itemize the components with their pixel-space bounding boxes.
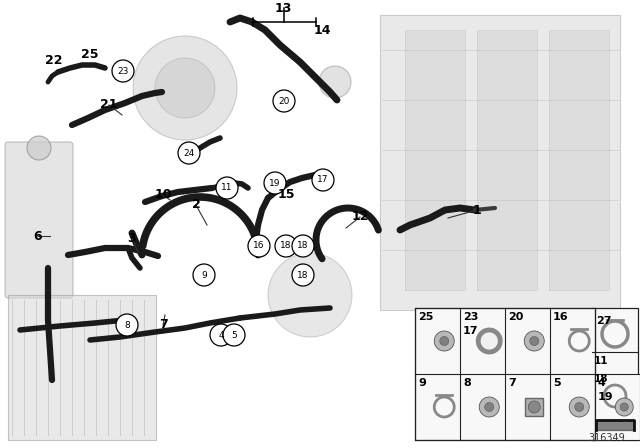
- Circle shape: [178, 142, 200, 164]
- Text: 316349: 316349: [588, 433, 625, 443]
- Text: 18: 18: [297, 271, 308, 280]
- Text: 1: 1: [472, 203, 481, 216]
- Circle shape: [479, 397, 499, 417]
- Circle shape: [264, 172, 286, 194]
- Polygon shape: [596, 420, 634, 430]
- Circle shape: [319, 66, 351, 98]
- Circle shape: [210, 324, 232, 346]
- Circle shape: [248, 235, 270, 257]
- Text: 5: 5: [553, 378, 561, 388]
- Text: 8: 8: [463, 378, 471, 388]
- Circle shape: [569, 397, 589, 417]
- Circle shape: [193, 264, 215, 286]
- Text: 6: 6: [34, 229, 42, 242]
- Circle shape: [615, 398, 633, 416]
- Polygon shape: [380, 15, 620, 310]
- Circle shape: [620, 403, 628, 411]
- Circle shape: [155, 58, 215, 118]
- Circle shape: [273, 90, 295, 112]
- Bar: [8, 295, 156, 440]
- Circle shape: [312, 169, 334, 191]
- Circle shape: [524, 331, 544, 351]
- Circle shape: [116, 314, 138, 336]
- Text: 9: 9: [418, 378, 426, 388]
- Text: 10: 10: [154, 189, 172, 202]
- Text: 14: 14: [313, 25, 331, 38]
- Text: 16: 16: [253, 241, 265, 250]
- Circle shape: [484, 402, 493, 412]
- Text: 15: 15: [277, 189, 295, 202]
- Circle shape: [216, 177, 238, 199]
- Circle shape: [112, 60, 134, 82]
- Circle shape: [268, 253, 352, 337]
- Text: 22: 22: [45, 53, 63, 66]
- Bar: [405, 30, 465, 290]
- Text: 4: 4: [598, 378, 606, 388]
- Text: 20: 20: [508, 312, 524, 322]
- Bar: [549, 30, 609, 290]
- FancyBboxPatch shape: [5, 142, 73, 298]
- Bar: [477, 30, 537, 290]
- Bar: [415, 308, 595, 440]
- Circle shape: [575, 402, 584, 412]
- Circle shape: [292, 264, 314, 286]
- Text: 19: 19: [269, 178, 281, 188]
- Text: 13: 13: [275, 1, 292, 14]
- Text: 5: 5: [231, 331, 237, 340]
- Text: 7: 7: [159, 319, 168, 332]
- Text: 20: 20: [278, 96, 290, 105]
- Text: 18: 18: [594, 374, 609, 384]
- Circle shape: [275, 235, 297, 257]
- Text: 25: 25: [418, 312, 433, 322]
- Text: 4: 4: [218, 331, 224, 340]
- Text: 7: 7: [508, 378, 516, 388]
- Circle shape: [292, 235, 314, 257]
- Circle shape: [27, 136, 51, 160]
- Text: 23: 23: [463, 312, 478, 322]
- Circle shape: [133, 36, 237, 140]
- Circle shape: [435, 331, 454, 351]
- Text: 24: 24: [184, 148, 195, 158]
- Circle shape: [223, 324, 245, 346]
- Text: 16: 16: [553, 312, 568, 322]
- Text: 3: 3: [128, 232, 136, 245]
- Text: 17: 17: [317, 176, 329, 185]
- Text: 27: 27: [596, 316, 611, 326]
- Text: 2: 2: [191, 198, 200, 211]
- Text: 11: 11: [221, 184, 233, 193]
- Bar: [595, 374, 640, 440]
- Text: 8: 8: [124, 320, 130, 329]
- Circle shape: [440, 336, 449, 345]
- Text: 9: 9: [201, 271, 207, 280]
- Text: 25: 25: [81, 47, 99, 60]
- Text: 12: 12: [351, 211, 369, 224]
- Circle shape: [481, 333, 497, 349]
- Text: 18: 18: [280, 241, 292, 250]
- Text: 19: 19: [598, 392, 614, 402]
- Circle shape: [530, 336, 539, 345]
- Text: 23: 23: [117, 66, 129, 76]
- Text: 17: 17: [463, 326, 479, 336]
- Text: 18: 18: [297, 241, 308, 250]
- Text: 21: 21: [100, 99, 118, 112]
- Circle shape: [528, 401, 540, 413]
- Bar: [525, 398, 543, 416]
- Bar: [592, 308, 638, 440]
- Text: 11: 11: [594, 356, 609, 366]
